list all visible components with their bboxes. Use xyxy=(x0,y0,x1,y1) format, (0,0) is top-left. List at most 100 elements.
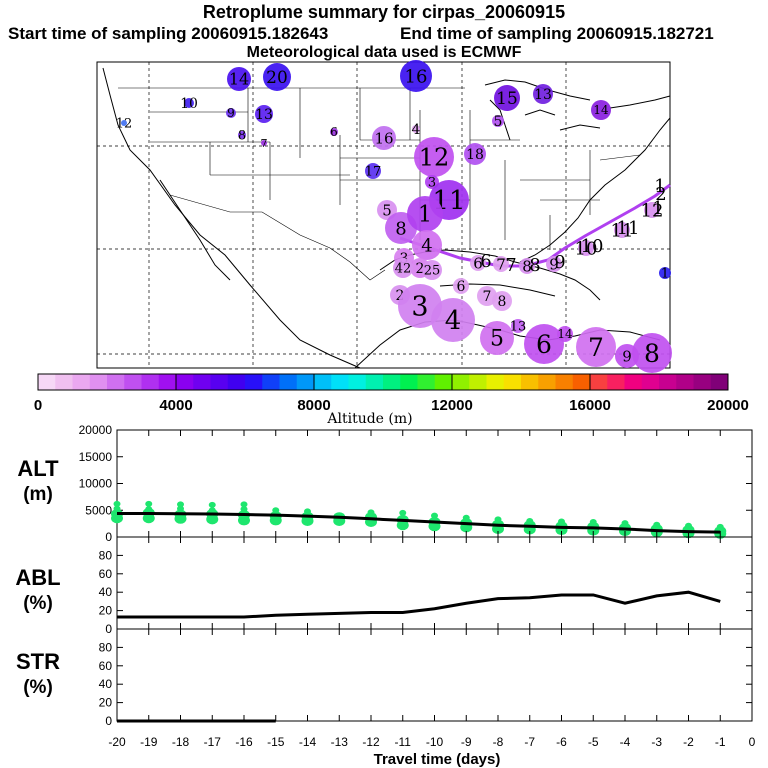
x-tick-label: -2 xyxy=(683,735,694,749)
plume-bubble xyxy=(546,256,562,272)
x-tick-label: -9 xyxy=(461,735,472,749)
plume-day-label: 15 xyxy=(496,89,518,109)
colorbar-cell xyxy=(452,374,470,390)
alt-scatter-point xyxy=(716,523,724,530)
track-day-label: 11 xyxy=(617,218,640,239)
colorbar-cell xyxy=(676,374,694,390)
colorbar-tick-label: 20000 xyxy=(707,397,749,414)
colorbar-cell xyxy=(245,374,263,390)
plume-bubble xyxy=(511,319,525,333)
alt-scatter-point xyxy=(462,514,470,521)
plume-bubble xyxy=(261,140,267,146)
plume-day-label: 9 xyxy=(227,106,235,120)
plume-day-label: 4 xyxy=(412,122,421,138)
end-time-label: End time of sampling 20060915.182721 xyxy=(400,24,714,43)
x-tick-label: -15 xyxy=(267,735,285,749)
plume-day-label: 13 xyxy=(510,320,527,335)
plume-day-label: 7 xyxy=(261,137,268,150)
colorbar-tick-label: 8000 xyxy=(297,397,330,414)
y-tick-label: 10000 xyxy=(79,477,113,491)
plume-bubble xyxy=(492,291,512,311)
plume-day-label: 16 xyxy=(405,66,428,87)
x-tick-label: -20 xyxy=(108,735,126,749)
colorbar-cell xyxy=(590,374,608,390)
plume-day-label: 8 xyxy=(498,294,507,310)
y-tick-label: 0 xyxy=(105,714,112,728)
y-tick-label: 0 xyxy=(105,530,112,544)
alt-label: ALT xyxy=(17,456,59,481)
plume-bubble xyxy=(414,137,454,177)
plume-bubble xyxy=(121,120,127,126)
abl-unit: (%) xyxy=(23,593,53,614)
plume-day-label: 1 xyxy=(418,203,432,228)
plume-day-label: 10 xyxy=(575,238,598,259)
plume-bubble xyxy=(470,255,486,271)
y-tick-label: 80 xyxy=(99,640,113,654)
plume-day-label: 18 xyxy=(466,147,484,163)
track-day-label: 6 xyxy=(480,251,491,272)
x-tick-label: -4 xyxy=(620,735,631,749)
alt-scatter-point xyxy=(208,501,216,508)
x-tick-label: -12 xyxy=(362,735,380,749)
colorbar-cell xyxy=(555,374,574,390)
x-tick-label: -13 xyxy=(331,735,349,749)
plume-bubble xyxy=(494,85,520,111)
plume-bubble xyxy=(533,84,553,104)
plume-bubble xyxy=(393,258,413,278)
colorbar-cell xyxy=(469,374,487,390)
x-tick-label: -18 xyxy=(172,735,190,749)
colorbar-cell xyxy=(107,374,125,390)
plume-bubble xyxy=(407,196,443,232)
colorbar-cell xyxy=(641,374,660,390)
colorbar-title: Altitude (m) xyxy=(326,411,412,427)
plume-bubble xyxy=(412,230,442,260)
plume-day-label: 14 xyxy=(557,327,573,341)
colorbar-cell xyxy=(607,374,625,390)
plume-bubble xyxy=(227,67,251,91)
colorbar-cell xyxy=(710,374,729,390)
alt-median-line xyxy=(117,511,721,534)
plume-day-label: 4 xyxy=(421,235,432,256)
alt-scatter-point xyxy=(431,512,438,519)
colorbar-cell xyxy=(210,374,229,390)
colorbar-cell xyxy=(486,374,505,390)
x-axis-ticks: -20 -19 -18 -17 -16 -15 -14 -13 -12 -11 -10 -9 -8 -7-… xyxy=(108,430,756,749)
colorbar-cell xyxy=(176,374,194,390)
colorbar-cell xyxy=(124,374,142,390)
colorbar-cell xyxy=(365,374,384,390)
plume-day-label: 16 xyxy=(374,129,393,147)
plume-day-label: 6 xyxy=(330,125,338,139)
colorbar-cell xyxy=(296,374,315,390)
plume-day-label: 2 xyxy=(416,261,425,277)
plume-day-label: 4 xyxy=(445,306,462,336)
alt-scatter-point xyxy=(621,520,629,527)
colorbar-cell xyxy=(193,374,211,390)
alt-scatter-point xyxy=(240,506,248,513)
plume-day-label: 5 xyxy=(382,201,392,219)
y-tick-label: 80 xyxy=(99,548,113,562)
abl-line xyxy=(117,590,721,619)
plume-day-label: 9 xyxy=(549,255,559,273)
plume-bubble xyxy=(255,105,273,123)
plume-bubble xyxy=(493,256,509,272)
alt-scatter-point xyxy=(399,509,407,516)
plume-bubble xyxy=(422,260,442,280)
plume-bubble xyxy=(365,163,381,179)
colorbar-cell xyxy=(227,374,246,390)
map-borders xyxy=(118,87,641,281)
colorbar-cell xyxy=(38,374,56,390)
y-tick-label: 40 xyxy=(99,677,113,691)
colorbar-cell xyxy=(331,374,349,390)
plume-bubble xyxy=(632,333,672,373)
colorbar-cell xyxy=(521,374,539,390)
colorbar-cell xyxy=(141,374,160,390)
plume-bubble xyxy=(614,222,630,238)
y-tick-label: 20000 xyxy=(79,423,113,437)
x-tick-label: -16 xyxy=(235,735,253,749)
y-tick-label: 60 xyxy=(99,659,113,673)
colorbar-cell xyxy=(624,374,643,390)
plume-bubble xyxy=(412,125,420,133)
alt-scatter-point xyxy=(113,500,121,507)
alt-scatter-point xyxy=(589,519,597,526)
